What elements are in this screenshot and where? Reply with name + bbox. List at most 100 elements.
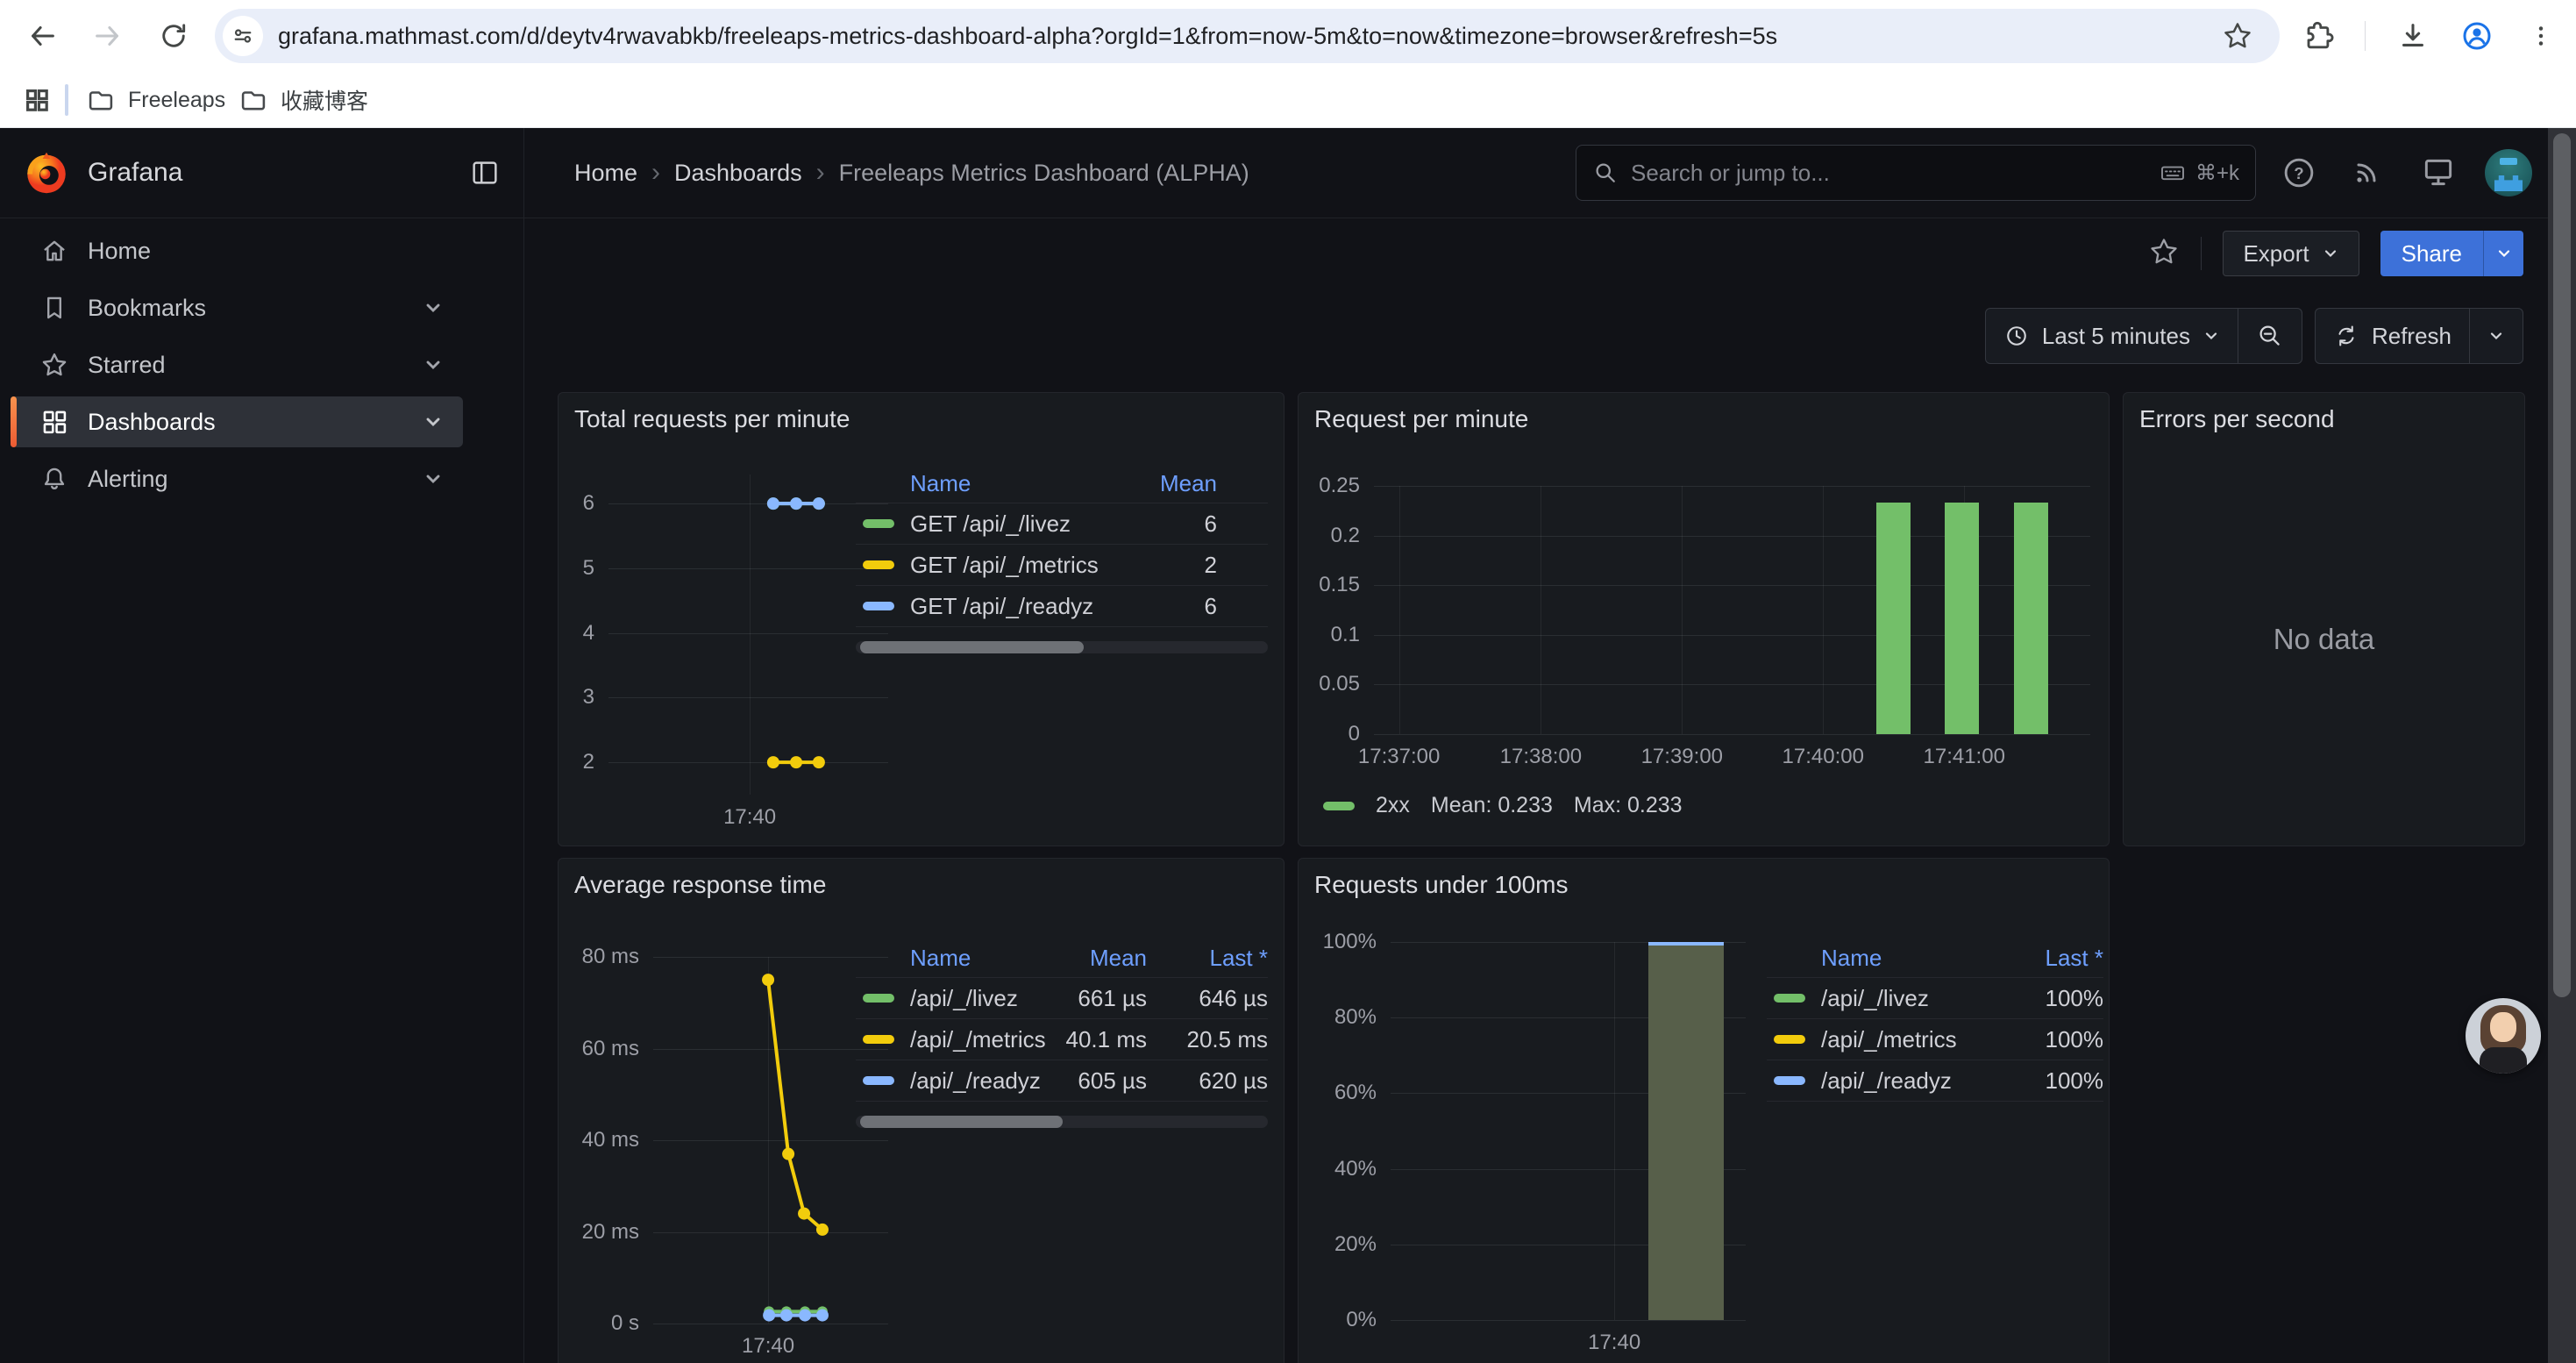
clock-icon (2007, 326, 2026, 346)
bell-icon (39, 464, 69, 494)
chevron-down-icon[interactable] (423, 354, 444, 375)
breadcrumb-separator: › (651, 158, 661, 187)
chart-bar[interactable] (1945, 503, 1980, 734)
chart-bar[interactable] (2013, 503, 2048, 734)
legend-col-last[interactable]: Last * (2045, 945, 2104, 971)
breadcrumb: Home › Dashboards › Freeleaps Metrics Da… (574, 128, 1249, 218)
legend-inline[interactable]: 2xx Mean: 0.233 Max: 0.233 (1323, 793, 1683, 818)
sidebar-item-dashboards[interactable]: Dashboards (11, 396, 463, 447)
legend-row[interactable]: GET /api/_/metrics 2 (856, 545, 1268, 586)
legend-col-name[interactable]: Name (1821, 945, 1882, 971)
export-button[interactable]: Export (2223, 231, 2359, 276)
grafana-logo[interactable] (21, 147, 72, 198)
sidebar-toggle-icon[interactable] (468, 156, 502, 189)
y-axis-tick: 20% (1334, 1231, 1377, 1256)
chart-requests-under-100ms[interactable]: 100% 80% 60% 40% 20% 0% 17:40 (1323, 930, 1746, 1354)
chart-request-per-minute[interactable]: 0.25 0.2 0.15 0.1 0.05 0 17:37:00 17:38:00 17:39… (1319, 474, 2090, 768)
series-color-pill (1323, 801, 1355, 810)
page-scrollbar[interactable] (2548, 128, 2576, 1363)
scrollbar-thumb[interactable] (2553, 133, 2571, 997)
legend-scrollbar[interactable] (856, 1116, 1268, 1128)
browser-forward-button[interactable] (90, 18, 125, 54)
legend-row[interactable]: GET /api/_/readyz 6 (856, 586, 1268, 627)
bookmark-star-icon[interactable] (2222, 20, 2253, 52)
kiosk-monitor-icon[interactable] (2420, 153, 2459, 192)
x-axis-tick: 17:37:00 (1357, 745, 1441, 768)
sidebar-item-home[interactable]: Home (11, 225, 463, 276)
y-axis-tick: 0.2 (1330, 523, 1360, 547)
chevron-down-icon (2205, 332, 2217, 340)
search-box[interactable]: ⌘+k (1576, 145, 2256, 201)
url-text[interactable]: grafana.mathmast.com/d/deytv4rwavabkb/fr… (278, 22, 1778, 49)
legend-row[interactable]: /api/_/readyz 605 µs 620 µs (856, 1060, 1268, 1102)
user-avatar[interactable] (2485, 149, 2532, 196)
apps-grid-icon[interactable] (19, 82, 54, 118)
bookmark-icon (39, 293, 69, 323)
assistant-avatar-float[interactable] (2466, 998, 2541, 1074)
chart-total-requests[interactable]: 6 5 4 3 2 17:40 (583, 475, 888, 829)
time-controls: Last 5 minutes Refresh (1984, 308, 2523, 364)
zoom-out-button[interactable] (2237, 309, 2302, 363)
site-settings-icon[interactable] (223, 16, 263, 56)
legend-row[interactable]: GET /api/_/livez 6 (856, 503, 1268, 545)
search-input[interactable] (1631, 159, 2159, 187)
share-menu-button[interactable] (2483, 231, 2523, 276)
time-range-button[interactable]: Last 5 minutes (1986, 309, 2238, 363)
legend-row[interactable]: /api/_/metrics 100% (1767, 1019, 2103, 1060)
share-button[interactable]: Share (2380, 231, 2483, 276)
breadcrumb-dashboards[interactable]: Dashboards (674, 159, 802, 186)
series-color-pill (1774, 994, 1805, 1003)
sidebar-item-alerting[interactable]: Alerting (11, 453, 463, 504)
panel-request-per-minute: Request per minute 0.25 0.2 0.15 0.1 0.05 0 17… (1298, 392, 2110, 846)
search-shortcut: ⌘+k (2159, 159, 2239, 187)
downloads-icon[interactable] (2395, 18, 2430, 54)
extensions-icon[interactable] (2300, 18, 2335, 54)
browser-menu-icon[interactable] (2523, 18, 2558, 54)
bookmark-folder-blogs[interactable]: 收藏博客 (238, 72, 368, 128)
address-bar[interactable]: grafana.mathmast.com/d/deytv4rwavabkb/fr… (215, 9, 2280, 63)
panel-title[interactable]: Requests under 100ms (1314, 871, 1569, 898)
legend-row[interactable]: /api/_/metrics 40.1 ms 20.5 ms (856, 1019, 1268, 1060)
legend-row[interactable]: /api/_/livez 661 µs 646 µs (856, 978, 1268, 1019)
chevron-down-icon[interactable] (423, 468, 444, 489)
panel-title[interactable]: Average response time (574, 871, 827, 898)
legend-col-mean[interactable]: Mean (1159, 470, 1217, 496)
legend-row[interactable]: /api/_/livez 100% (1767, 978, 2103, 1019)
scrollbar-thumb[interactable] (860, 641, 1084, 653)
legend-col-mean[interactable]: Mean (1089, 945, 1147, 971)
legend-scrollbar[interactable] (856, 641, 1268, 653)
news-rss-icon[interactable] (2350, 153, 2388, 192)
refresh-interval-button[interactable] (2469, 309, 2523, 363)
legend-col-last[interactable]: Last * (1209, 945, 1269, 971)
x-axis-tick: 17:38:00 (1499, 745, 1583, 768)
panel-title[interactable]: Total requests per minute (574, 405, 850, 432)
browser-profile-icon[interactable] (2459, 18, 2494, 54)
y-axis-tick: 60 ms (581, 1036, 639, 1060)
chevron-down-icon[interactable] (423, 297, 444, 318)
series-color-pill (863, 1035, 894, 1044)
bookmark-folder-freeleaps[interactable]: Freeleaps (86, 72, 225, 128)
chart-bar[interactable] (1648, 942, 1724, 1320)
panel-requests-under-100ms: Requests under 100ms 100% 80% 60% 40% 20% 0% 1… (1298, 858, 2110, 1363)
chevron-down-icon[interactable] (423, 411, 444, 432)
chart-average-response-time[interactable]: 80 ms 60 ms 40 ms 20 ms 0 s 17:40 (582, 945, 888, 1358)
legend-col-name[interactable]: Name (910, 945, 971, 971)
panel-title[interactable]: Errors per second (2139, 405, 2335, 432)
sidebar-item-starred[interactable]: Starred (11, 339, 463, 390)
legend-col-name[interactable]: Name (910, 470, 971, 496)
series-color-pill (863, 994, 894, 1003)
refresh-button[interactable]: Refresh (2316, 309, 2469, 363)
scrollbar-thumb[interactable] (860, 1116, 1063, 1128)
chart-bar[interactable] (1875, 503, 1911, 734)
breadcrumb-home[interactable]: Home (574, 159, 638, 186)
favorite-star-icon[interactable] (2148, 236, 2180, 272)
sidebar-item-bookmarks[interactable]: Bookmarks (11, 282, 463, 333)
bookmarks-divider (65, 84, 68, 116)
no-data-message: No data (2273, 623, 2375, 655)
browser-reload-button[interactable] (156, 18, 191, 54)
y-axis-tick: 20 ms (581, 1219, 639, 1244)
help-icon[interactable]: ? (2280, 153, 2318, 192)
panel-title[interactable]: Request per minute (1314, 405, 1529, 432)
legend-row[interactable]: /api/_/readyz 100% (1767, 1060, 2103, 1102)
browser-back-button[interactable] (25, 18, 60, 54)
